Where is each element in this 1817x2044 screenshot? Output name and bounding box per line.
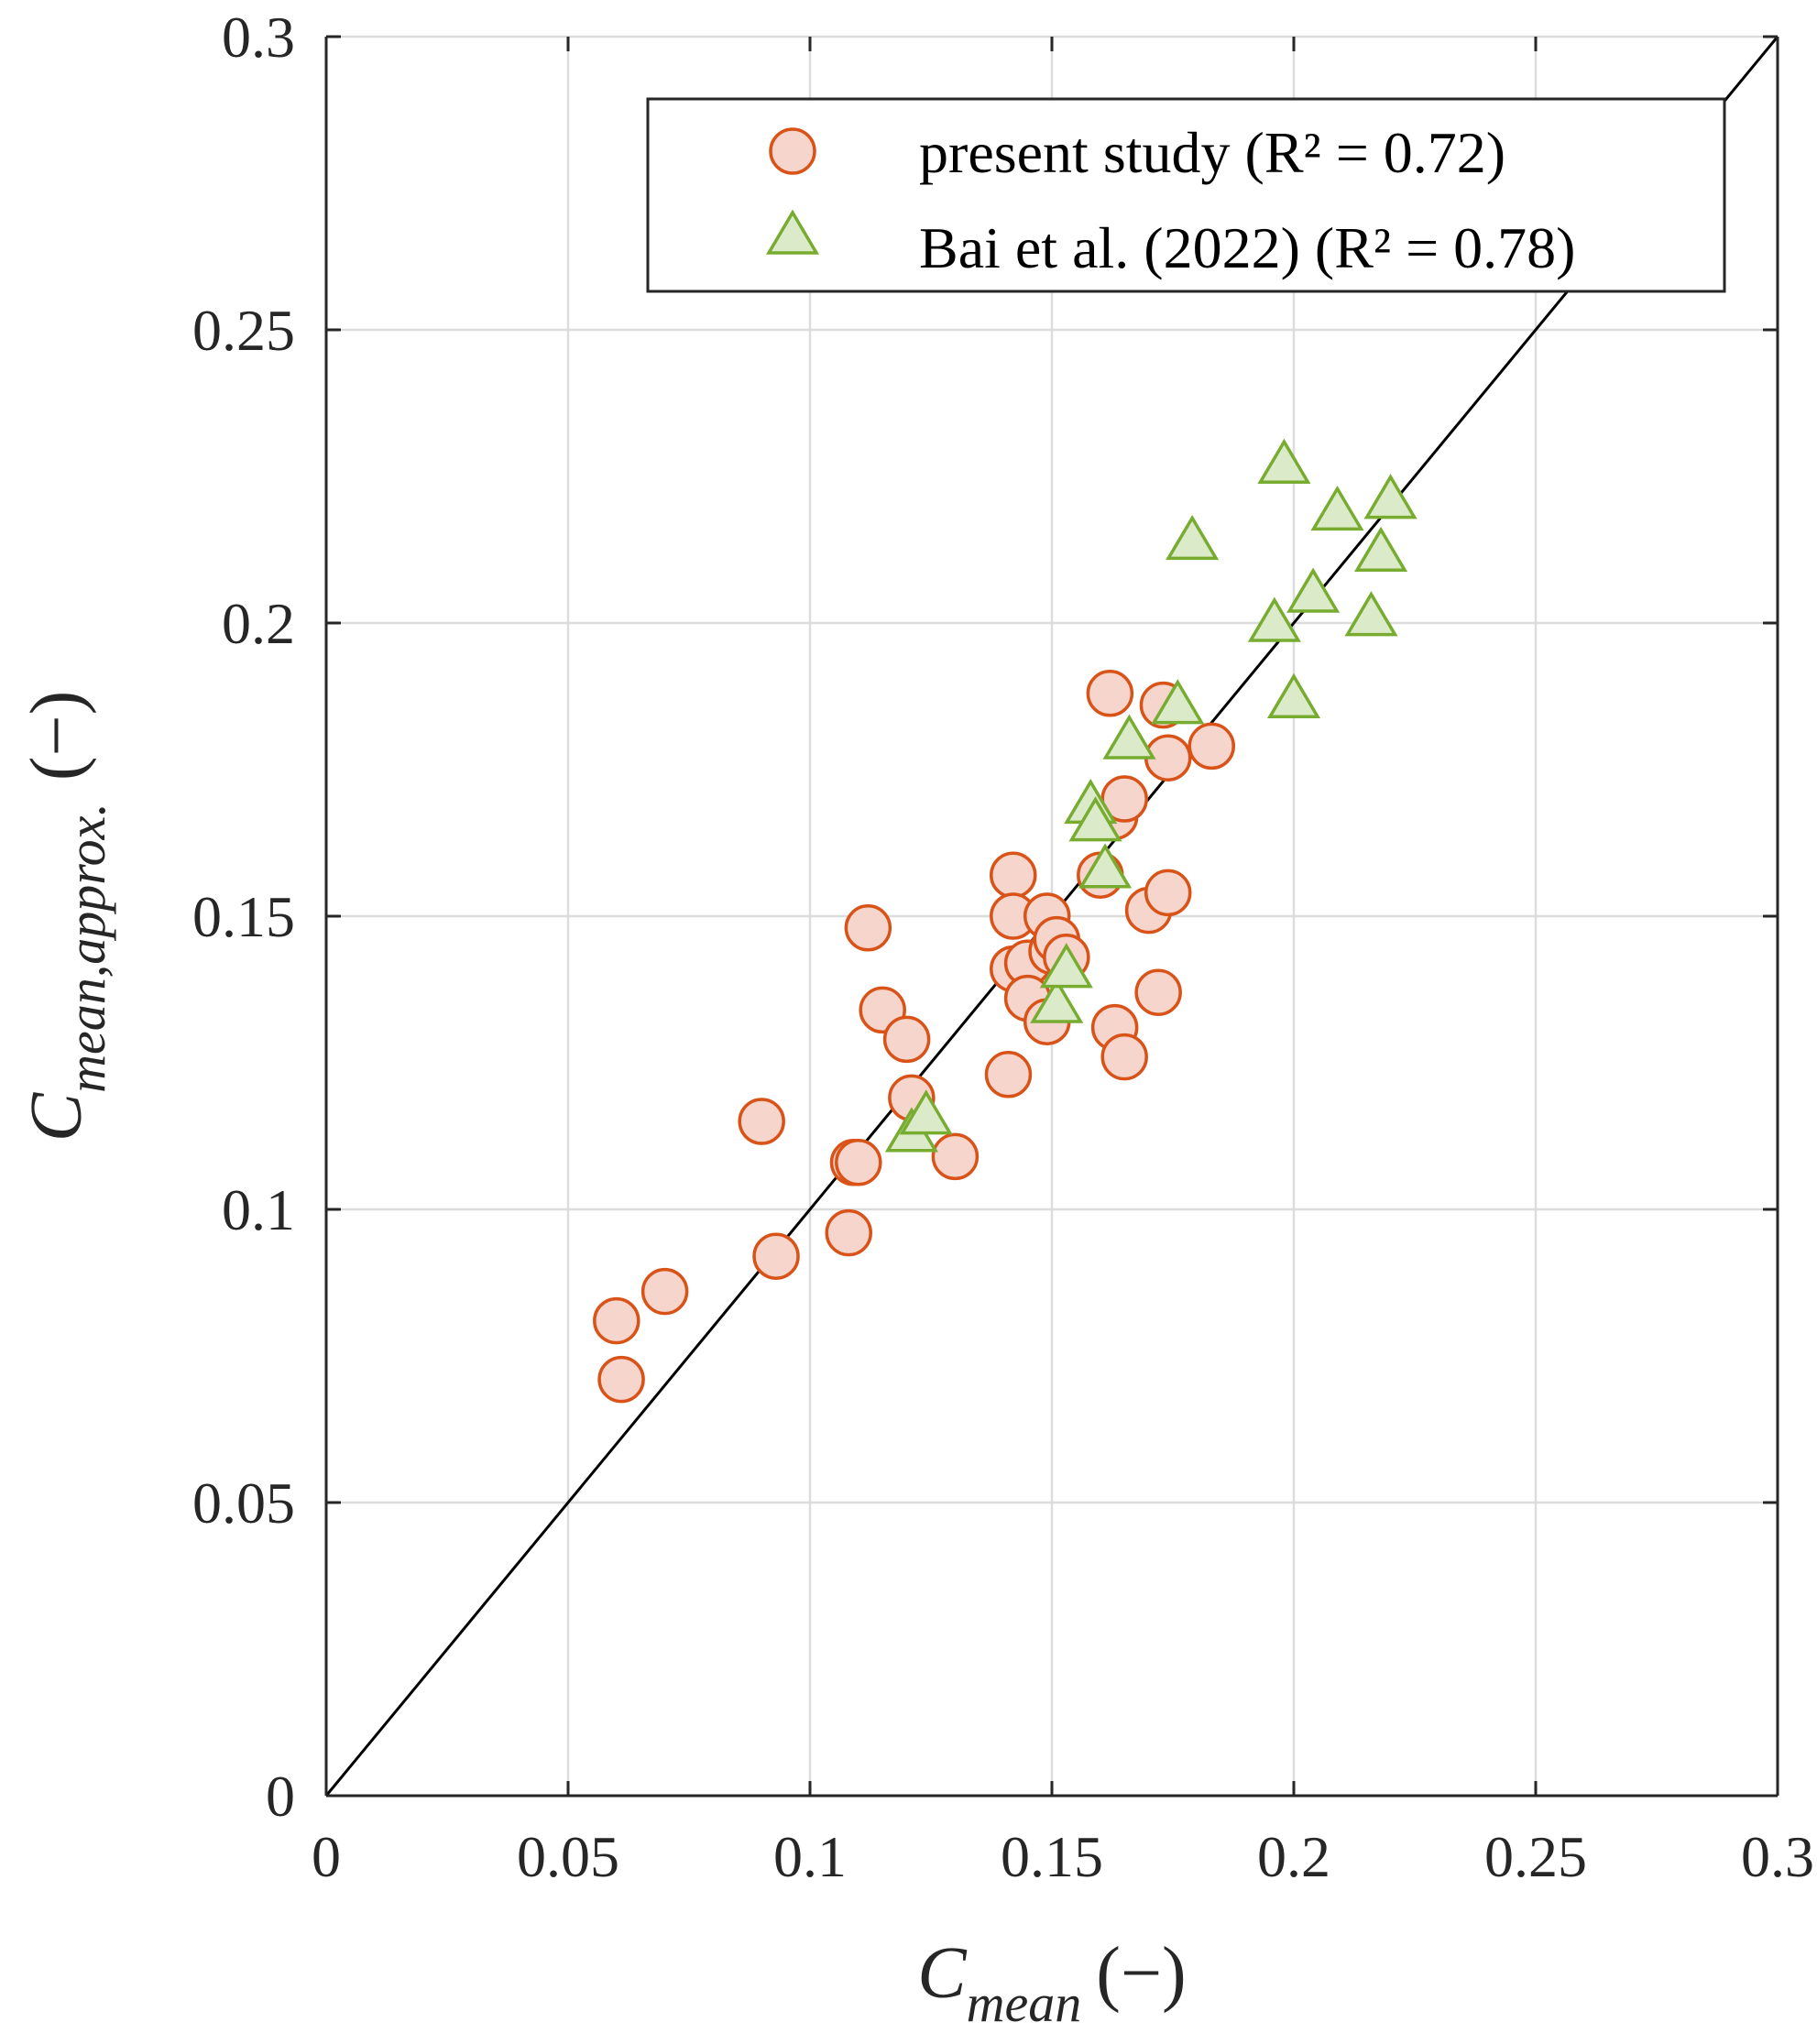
y-tick-label: 0.25 [192, 298, 295, 363]
point-present-study [931, 1132, 980, 1181]
legend-box [646, 97, 1726, 293]
y-tick-label: 0.3 [222, 5, 295, 70]
point-present-study [593, 1296, 640, 1345]
x-tick-label: 0.2 [1257, 1824, 1330, 1889]
x-tick-label: 0 [312, 1824, 341, 1889]
legend-label-present-study: present study (R² = 0.72) [919, 120, 1505, 185]
point-present-study [597, 1355, 645, 1404]
point-bai-et-al [1068, 796, 1122, 842]
x-axis-label: Cmean (−) [917, 1933, 1186, 2033]
point-present-study [738, 1098, 785, 1145]
point-present-study [882, 1015, 931, 1064]
legend-marker-triangle [765, 209, 820, 255]
y-tick-label: 0.15 [192, 884, 295, 949]
data-markers [593, 438, 1417, 1404]
x-tick-label: 0.1 [773, 1824, 847, 1889]
y-axis-label: Cmean,approx. (−) [16, 691, 116, 1142]
point-bai-et-al [1247, 596, 1301, 642]
x-tick-label: 0.25 [1484, 1824, 1587, 1889]
point-bai-et-al [1310, 485, 1364, 531]
legend-label-bai-et-al: Bai et al. (2022) (R² = 0.78) [919, 215, 1575, 280]
legend: present study (R² = 0.72) Bai et al. (20… [646, 97, 1726, 293]
point-bai-et-al [1102, 714, 1156, 760]
point-bai-et-al [1266, 672, 1321, 718]
x-axis-symbol: C [917, 1933, 968, 2014]
point-present-study [984, 1051, 1033, 1099]
point-present-study [990, 851, 1037, 899]
y-tick-label: 0.05 [192, 1470, 295, 1536]
x-axis-unit: (−) [1096, 1933, 1186, 2014]
point-bai-et-al [1363, 474, 1417, 519]
point-present-study [825, 1208, 872, 1257]
point-bai-et-al [899, 1089, 953, 1135]
point-present-study [640, 1267, 689, 1316]
tick-labels: 0 0.05 0.1 0.15 0.2 0.25 0.3 0 0.05 0.1 0.15 0.2 0.2… [192, 5, 1814, 1889]
legend-marker-circle [769, 127, 816, 175]
point-bai-et-al [1166, 514, 1220, 561]
y-axis-symbol: C [16, 1091, 97, 1142]
x-axis-subscript: mean [967, 1973, 1082, 2033]
y-axis-unit: (−) [16, 691, 97, 781]
point-present-study [835, 1139, 882, 1186]
axes [324, 35, 1779, 1798]
x-tick-label: 0.15 [1001, 1824, 1103, 1889]
x-tick-label: 0.05 [517, 1824, 619, 1889]
point-bai-et-al [1151, 679, 1205, 725]
x-tick-label: 0.3 [1741, 1824, 1814, 1889]
point-present-study [1134, 968, 1182, 1016]
y-tick-label: 0 [266, 1764, 295, 1829]
point-present-study [1086, 670, 1134, 717]
point-present-study [752, 1232, 800, 1280]
point-bai-et-al [1030, 978, 1084, 1023]
point-present-study [1100, 1033, 1148, 1081]
point-bai-et-al [1078, 843, 1133, 889]
point-present-study [1188, 722, 1235, 771]
point-present-study [844, 904, 892, 952]
point-bai-et-al [1353, 526, 1408, 572]
y-axis-label-group: Cmean,approx. (−) [16, 691, 116, 1142]
point-bai-et-al [1257, 438, 1311, 484]
point-bai-et-al [1286, 567, 1341, 613]
point-bai-et-al [1039, 943, 1093, 989]
y-tick-label: 0.1 [222, 1177, 295, 1242]
point-bai-et-al [1344, 591, 1398, 637]
point-present-study [1144, 869, 1192, 917]
y-tick-label: 0.2 [222, 591, 295, 656]
y-axis-subscript: mean,approx. [57, 803, 116, 1093]
